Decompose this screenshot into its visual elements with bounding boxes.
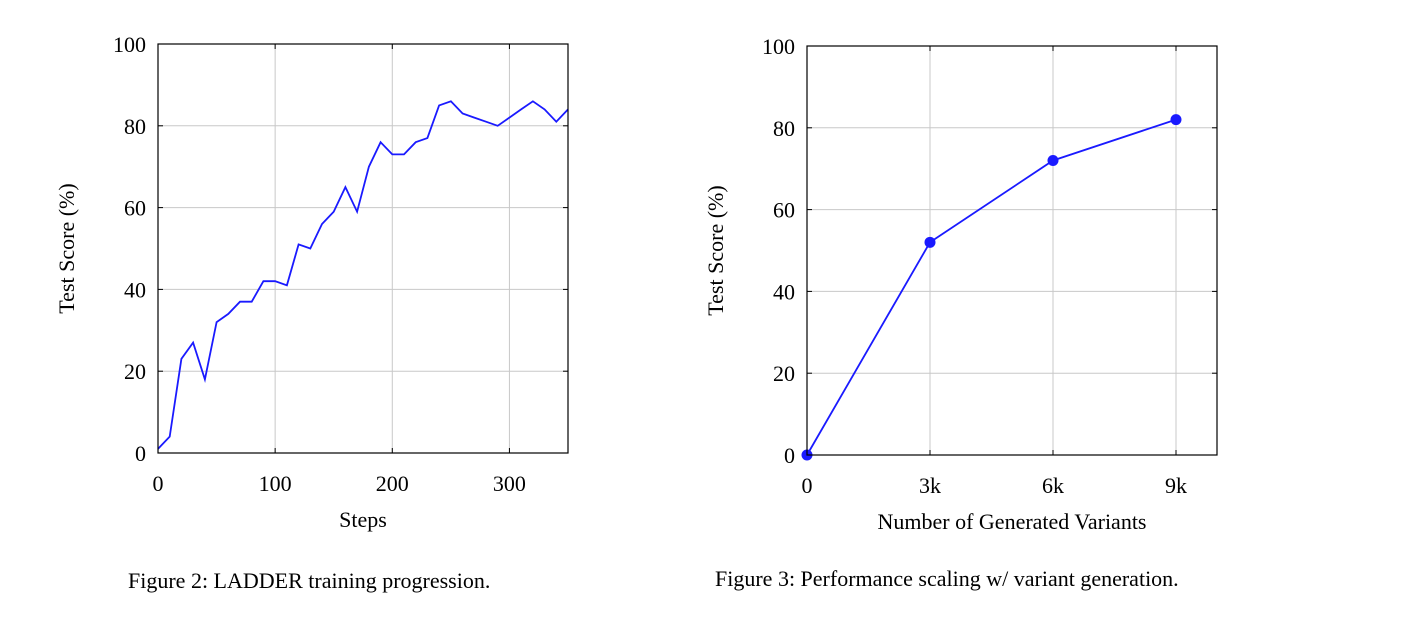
grid xyxy=(806,45,1217,456)
x-tick-label: 100 xyxy=(259,471,292,496)
figure-caption: Figure 3: Performance scaling w/ variant… xyxy=(715,566,1179,591)
y-tick-label: 0 xyxy=(784,443,795,468)
grid xyxy=(157,43,568,454)
series-line xyxy=(806,118,1177,456)
plot-frame xyxy=(806,45,1218,456)
x-axis-label: Steps xyxy=(339,507,387,532)
data-point xyxy=(924,236,936,248)
plot-frame xyxy=(157,43,569,454)
y-tick-label: 20 xyxy=(124,359,146,384)
x-tick-label: 300 xyxy=(493,471,526,496)
figure-caption: Figure 2: LADDER training progression. xyxy=(128,568,491,593)
series-markers xyxy=(801,114,1182,461)
y-axis-label: Test Score (%) xyxy=(54,183,79,313)
y-tick-label: 80 xyxy=(124,114,146,139)
y-tick-label: 80 xyxy=(773,116,795,141)
axis-ticks: 0 3k 6k 9k 0 20 40 60 80 100 xyxy=(762,34,1217,498)
y-tick-label: 40 xyxy=(124,277,146,302)
y-tick-label: 40 xyxy=(773,279,795,304)
data-point xyxy=(1047,155,1059,167)
y-tick-label: 0 xyxy=(135,441,146,466)
chart-variant-scaling: 0 3k 6k 9k 0 20 40 60 80 100 Number of Generated … xyxy=(703,34,1218,534)
x-tick-label: 200 xyxy=(376,471,409,496)
series-line xyxy=(157,100,569,450)
chart-training-progression: 0 100 200 300 0 20 40 60 80 100 Steps Test Score … xyxy=(54,32,569,532)
axis-ticks: 0 100 200 300 0 20 40 60 80 100 xyxy=(113,32,568,496)
x-tick-label: 0 xyxy=(802,473,813,498)
x-axis-label: Number of Generated Variants xyxy=(878,509,1147,534)
y-tick-label: 100 xyxy=(113,32,146,57)
data-point xyxy=(1170,114,1182,126)
x-tick-label: 0 xyxy=(153,471,164,496)
y-tick-label: 100 xyxy=(762,34,795,59)
y-axis-label: Test Score (%) xyxy=(703,185,728,315)
x-tick-label: 9k xyxy=(1165,473,1187,498)
x-tick-label: 3k xyxy=(919,473,941,498)
y-tick-label: 20 xyxy=(773,361,795,386)
y-tick-label: 60 xyxy=(124,196,146,221)
y-tick-label: 60 xyxy=(773,198,795,223)
x-tick-label: 6k xyxy=(1042,473,1064,498)
